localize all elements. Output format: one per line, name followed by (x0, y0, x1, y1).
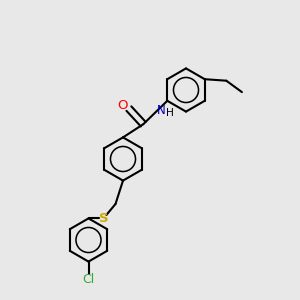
Text: O: O (118, 99, 128, 112)
Text: Cl: Cl (82, 273, 94, 286)
Text: S: S (99, 212, 108, 225)
Text: H: H (166, 107, 174, 118)
Text: N: N (157, 103, 166, 117)
